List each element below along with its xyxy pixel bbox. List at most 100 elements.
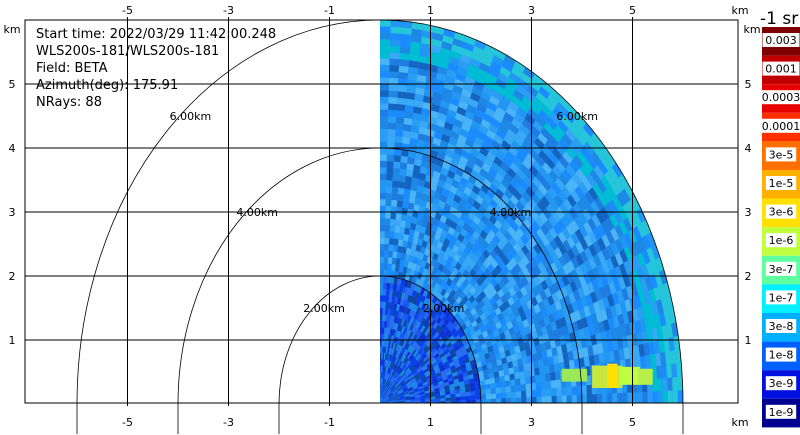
sector-cell (468, 175, 477, 185)
sector-cell (649, 353, 657, 368)
sector-cell (641, 235, 651, 250)
sector-cell (477, 68, 489, 79)
sector-cell (535, 171, 546, 184)
sector-cell (399, 52, 410, 61)
sector-cell (380, 378, 382, 385)
sector-cell (459, 155, 469, 166)
sector-cell (565, 164, 576, 178)
sector-cell (653, 286, 661, 302)
sector-cell (490, 393, 497, 399)
sector-cell (414, 158, 422, 167)
sector-cell (590, 313, 598, 325)
sector-cell (564, 181, 575, 195)
band-cell (561, 368, 588, 382)
sector-cell (543, 315, 551, 326)
sector-cell (533, 303, 541, 314)
sector-cell (413, 360, 419, 367)
sector-cell (383, 394, 387, 400)
sector-cell (487, 101, 498, 113)
sector-cell (507, 361, 514, 369)
sector-cell (436, 358, 443, 365)
sector-cell (390, 26, 402, 34)
sector-cell (407, 329, 412, 337)
sector-cell (476, 286, 483, 295)
sector-cell (518, 364, 525, 373)
sector-cell (389, 397, 395, 401)
sector-cell (622, 203, 632, 218)
sector-cell (406, 241, 413, 249)
sector-cell (483, 178, 492, 189)
sector-cell (529, 79, 542, 92)
sector-cell (492, 55, 504, 67)
sector-cell (458, 342, 465, 349)
sector-cell (503, 368, 510, 376)
sector-cell (393, 391, 399, 396)
sector-cell (403, 334, 408, 341)
sector-cell (540, 381, 547, 390)
sector-cell (551, 347, 558, 357)
sector-cell (607, 294, 615, 307)
sector-cell (498, 269, 506, 280)
sector-cell (455, 400, 461, 403)
sector-cell (391, 193, 398, 201)
sector-cell (386, 289, 390, 296)
sector-cell (476, 268, 484, 278)
sector-cell (390, 354, 393, 362)
sector-cell (410, 332, 416, 340)
info-panel: Start time: 2022/03/29 11:42:00.248 WLS2… (36, 26, 276, 111)
sector-cell (424, 248, 431, 257)
sector-cell (385, 388, 390, 394)
sector-cell (419, 49, 431, 58)
sector-cell (472, 184, 481, 195)
sector-cell (493, 292, 501, 302)
sector-cell (488, 372, 495, 379)
sector-cell (393, 167, 400, 175)
sector-cell (631, 211, 642, 227)
sector-cell (419, 120, 429, 129)
sector-cell (386, 381, 390, 388)
sector-cell (492, 329, 500, 338)
sector-cell (389, 398, 395, 401)
sector-cell (560, 115, 572, 129)
sector-cell (605, 152, 616, 168)
sector-cell (561, 275, 570, 287)
sector-cell (386, 388, 390, 394)
sector-cell (387, 367, 390, 374)
sector-cell (501, 323, 509, 333)
sector-cell (555, 142, 566, 156)
sector-cell (661, 365, 668, 379)
sector-cell (484, 322, 491, 331)
sector-cell (452, 84, 463, 95)
sector-cell (572, 203, 583, 217)
sector-cell (536, 328, 543, 338)
sector-cell (588, 303, 596, 316)
sector-cell (404, 314, 409, 322)
sector-cell (535, 91, 547, 105)
sector-cell (560, 215, 570, 228)
sector-cell (385, 186, 393, 194)
sector-cell (519, 296, 527, 306)
sector-cell (409, 364, 415, 371)
sector-cell (612, 163, 623, 178)
sector-cell (380, 116, 389, 123)
sector-cell (380, 20, 391, 27)
sector-cell (382, 327, 385, 334)
sector-cell (471, 332, 478, 340)
sector-cell (413, 319, 419, 327)
range-ring-label: 2.00km (303, 302, 345, 315)
sector-cell (481, 199, 490, 210)
sector-cell (548, 152, 559, 166)
sector-cell (475, 316, 482, 325)
sector-cell (388, 368, 392, 375)
sector-cell (468, 373, 474, 380)
sector-cell (413, 305, 419, 313)
sector-cell (387, 334, 390, 341)
sector-cell (418, 339, 423, 346)
sector-cell (440, 167, 449, 177)
sector-cell (570, 232, 580, 245)
sector-cell (585, 375, 592, 386)
sector-cell (542, 162, 553, 175)
sector-cell (520, 312, 527, 322)
sector-cell (393, 161, 401, 169)
sector-cell (434, 260, 441, 270)
